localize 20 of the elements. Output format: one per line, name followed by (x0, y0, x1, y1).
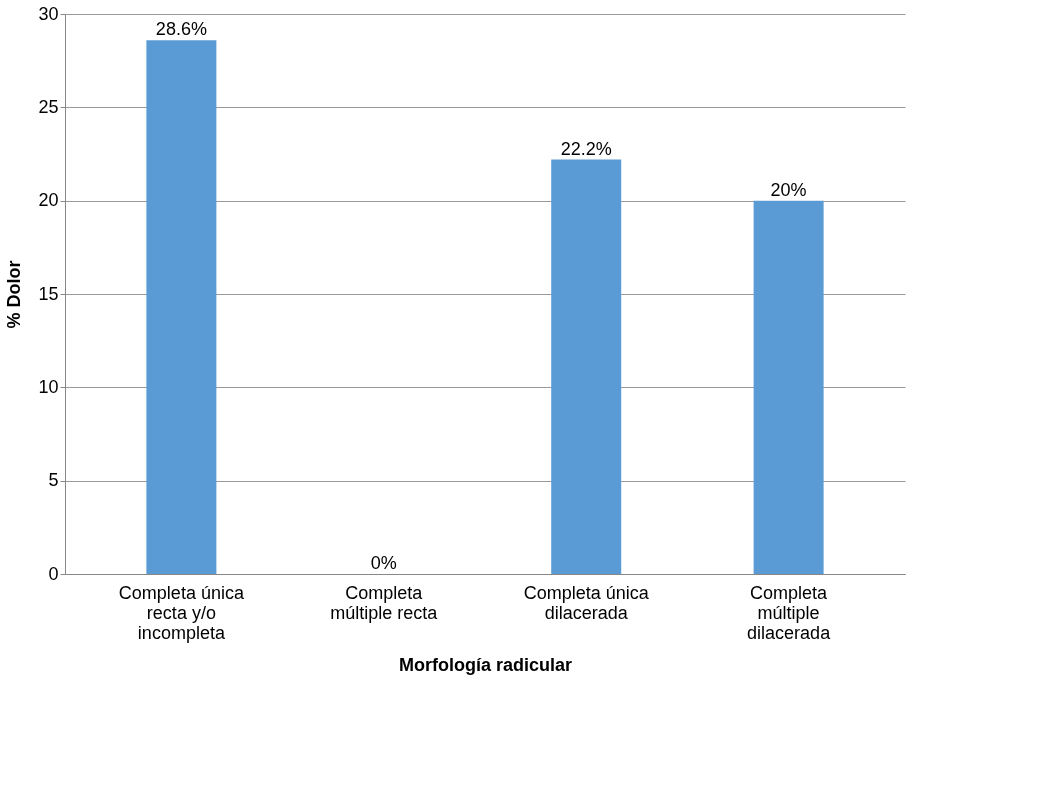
data-label: 20% (770, 179, 807, 200)
data-label: 28.6% (155, 19, 207, 40)
y-tick-label: 10 (38, 376, 59, 397)
bar (753, 200, 824, 574)
y-tick-label: 25 (38, 96, 59, 117)
x-tick-label: Completa única recta y/o incompleta (118, 582, 245, 643)
y-tick-label: 20 (38, 190, 59, 211)
bar (551, 159, 622, 574)
y-tick-label: 30 (38, 3, 59, 24)
y-tick-label: 0 (48, 563, 59, 584)
y-tick-label: 5 (48, 470, 59, 491)
y-axis-title: % Dolor (4, 260, 25, 329)
data-label: 0% (370, 553, 397, 573)
bar (146, 40, 217, 574)
x-tick-label: Completa única dilacerada (523, 582, 650, 623)
x-tick-label: Completa múltiple recta (330, 582, 439, 623)
y-tick-label: 15 (38, 283, 59, 304)
x-tick-label: Completa múltiple dilacerada (747, 582, 832, 643)
x-axis-title: Morfología radicular (398, 654, 573, 675)
data-label: 22.2% (560, 138, 612, 159)
